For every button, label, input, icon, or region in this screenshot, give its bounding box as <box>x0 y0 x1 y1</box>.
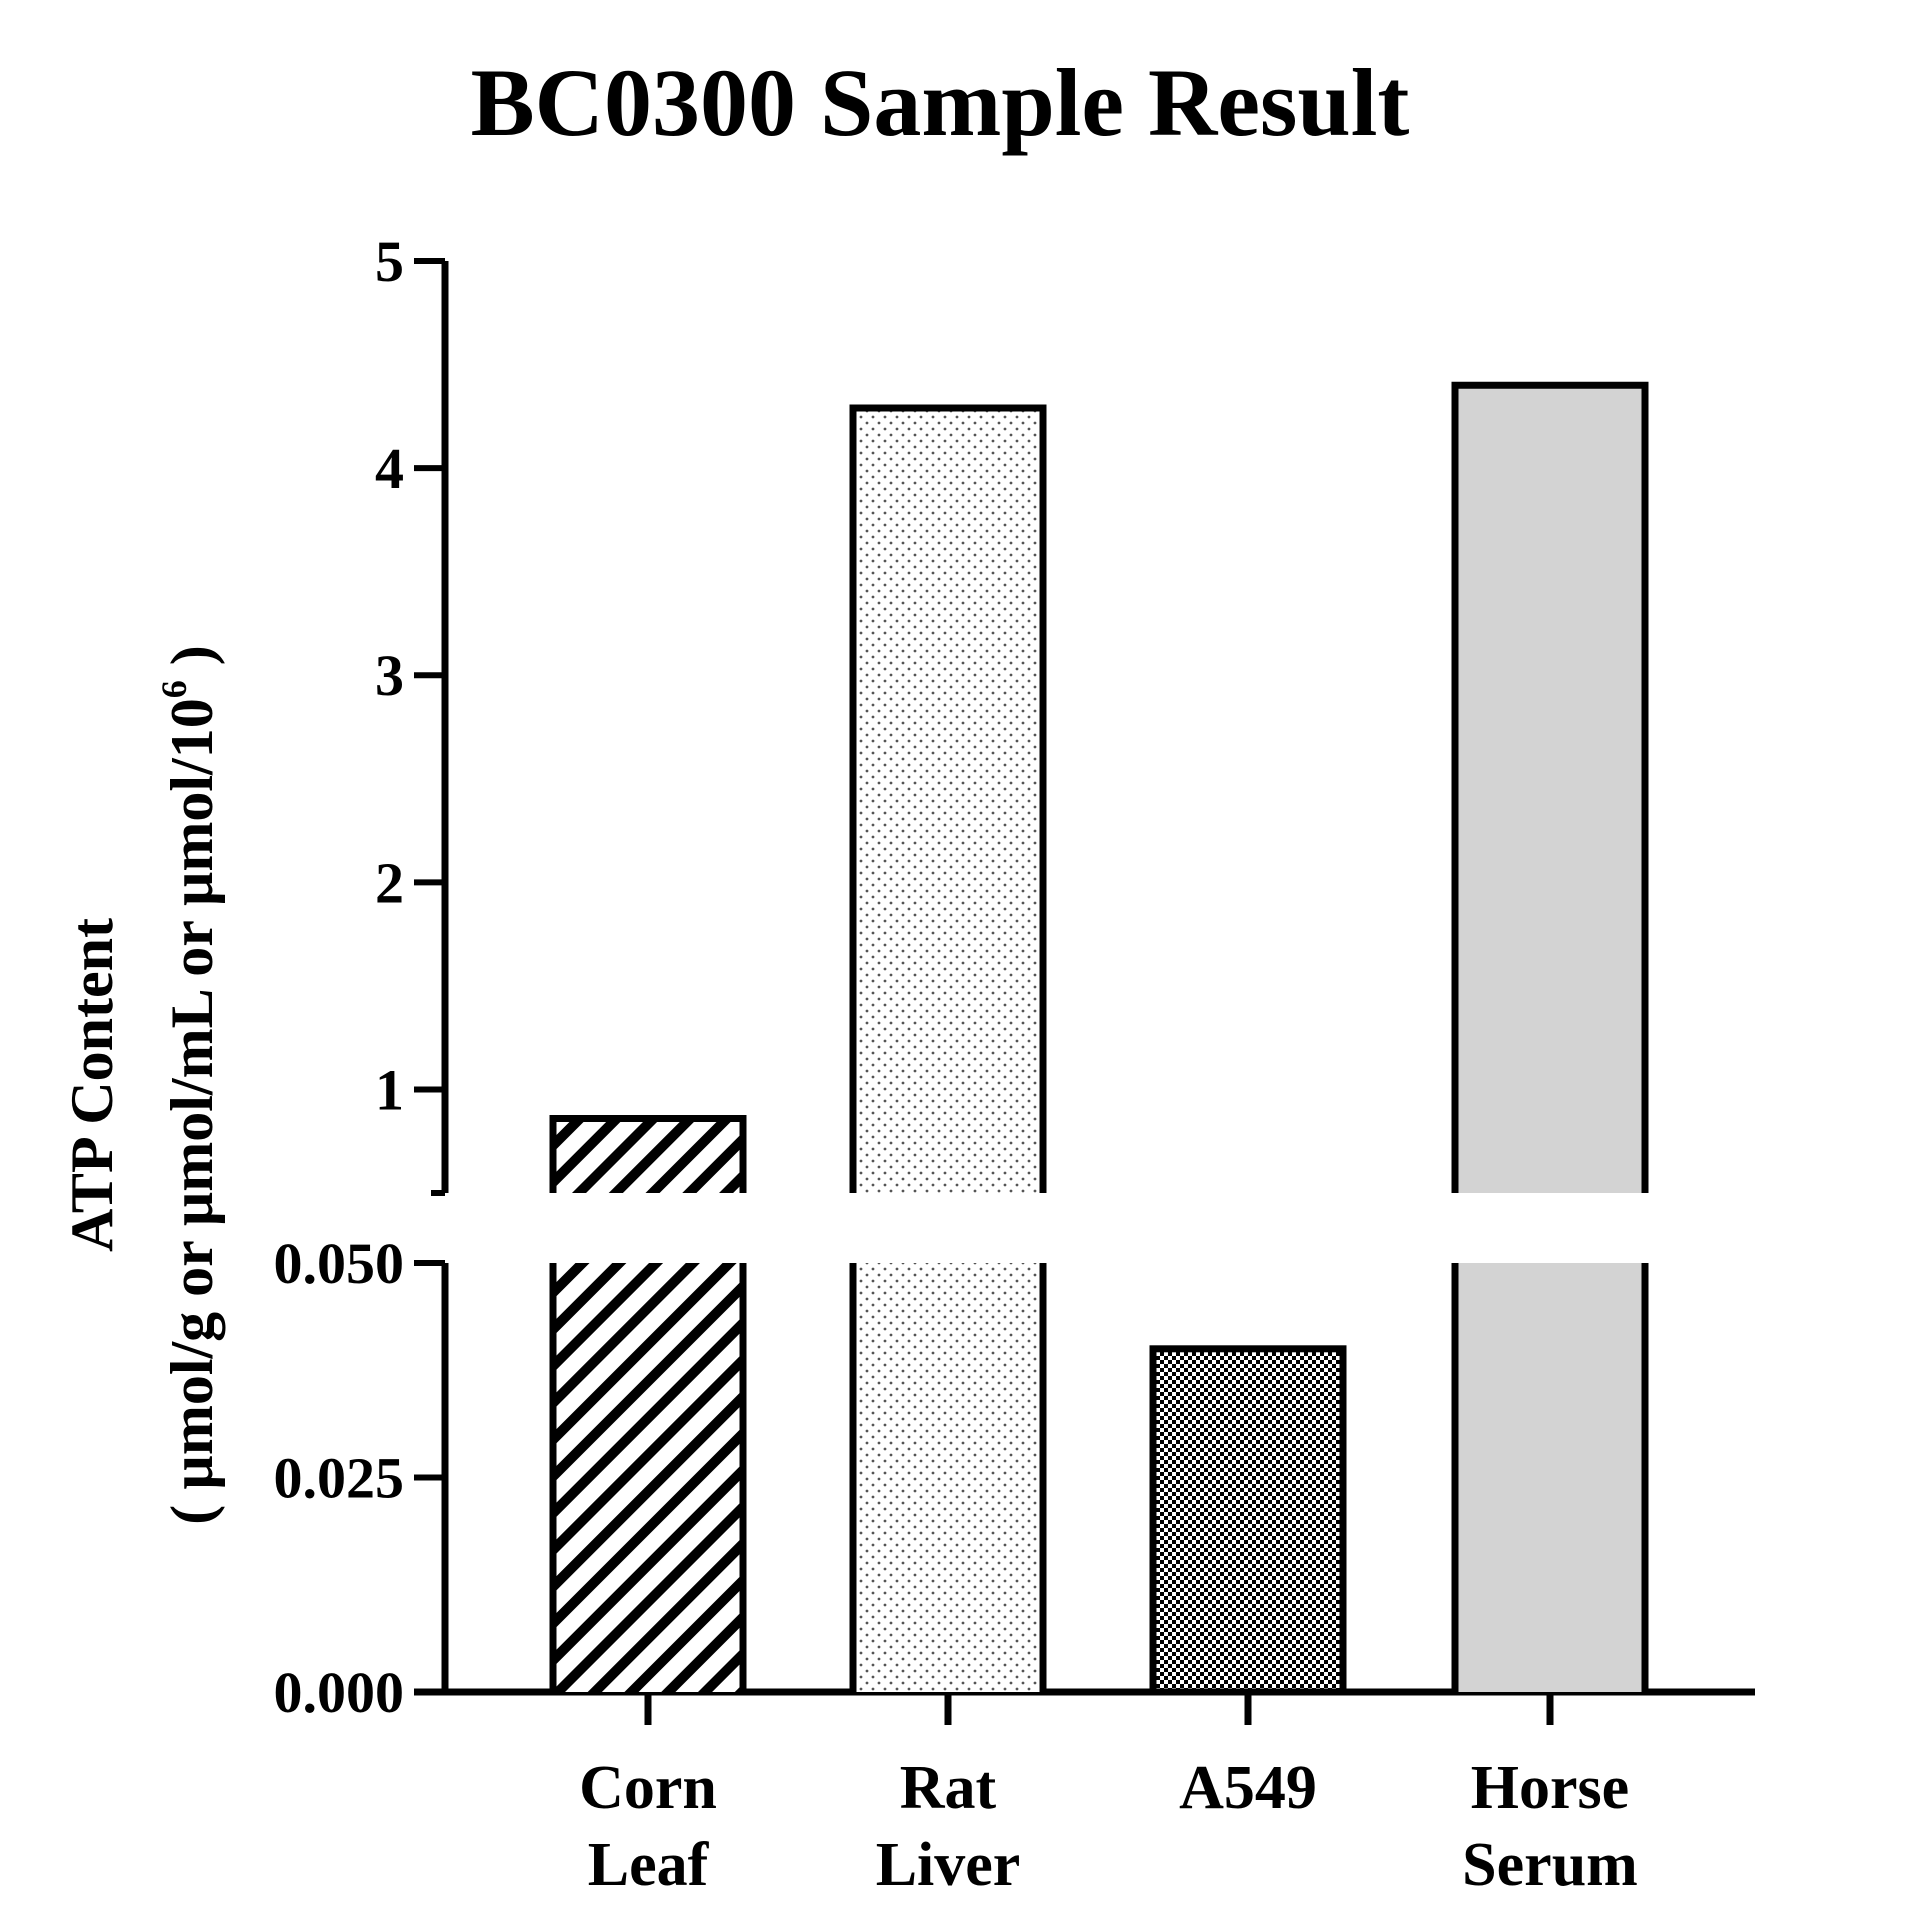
y-tick-label: 0.025 <box>274 1446 405 1511</box>
x-tick-label: Horse <box>1471 1754 1629 1822</box>
bar-rect-upper <box>1455 385 1645 1193</box>
y-axis-label-close: ) <box>159 645 225 680</box>
y-tick-label: 3 <box>375 643 404 708</box>
bar <box>849 404 1047 1692</box>
bar <box>1451 381 1649 1692</box>
x-tick-label: A549 <box>1179 1754 1317 1822</box>
y-tick-label: 5 <box>375 229 404 294</box>
x-tick-label-line2: Serum <box>1462 1831 1638 1899</box>
y-tick-label: 1 <box>375 1057 404 1122</box>
bar <box>549 1114 747 1692</box>
bar-rect-upper <box>853 408 1043 1193</box>
x-tick-label: Corn <box>579 1754 717 1822</box>
bar-rect-lower <box>553 1263 743 1692</box>
x-tick-label-line2: Leaf <box>588 1831 710 1899</box>
y-tick-label: 0.050 <box>274 1231 405 1296</box>
bar-rect-lower <box>1455 1263 1645 1692</box>
y-axis-label-line2: ( µmol/g or µmol/mL or µmol/106 ) <box>154 645 225 1524</box>
y-tick-label: 0.000 <box>274 1660 405 1725</box>
y-axis-label-exponent: 6 <box>154 680 194 698</box>
bar <box>1149 1345 1347 1696</box>
y-tick-label: 4 <box>375 436 404 501</box>
x-tick-label: Rat <box>900 1754 997 1822</box>
bar-rect-upper <box>553 1118 743 1193</box>
y-tick-label: 2 <box>375 850 404 915</box>
chart-title: BC0300 Sample Result <box>471 49 1410 156</box>
x-tick-label-line2: Liver <box>876 1831 1021 1899</box>
bar-rect-lower <box>853 1263 1043 1692</box>
y-axis-label-unit: ( µmol/g or µmol/mL or µmol/10 <box>159 698 225 1524</box>
bar-rect <box>1149 1345 1347 1696</box>
y-axis-label-line1: ATP Content <box>59 918 125 1252</box>
